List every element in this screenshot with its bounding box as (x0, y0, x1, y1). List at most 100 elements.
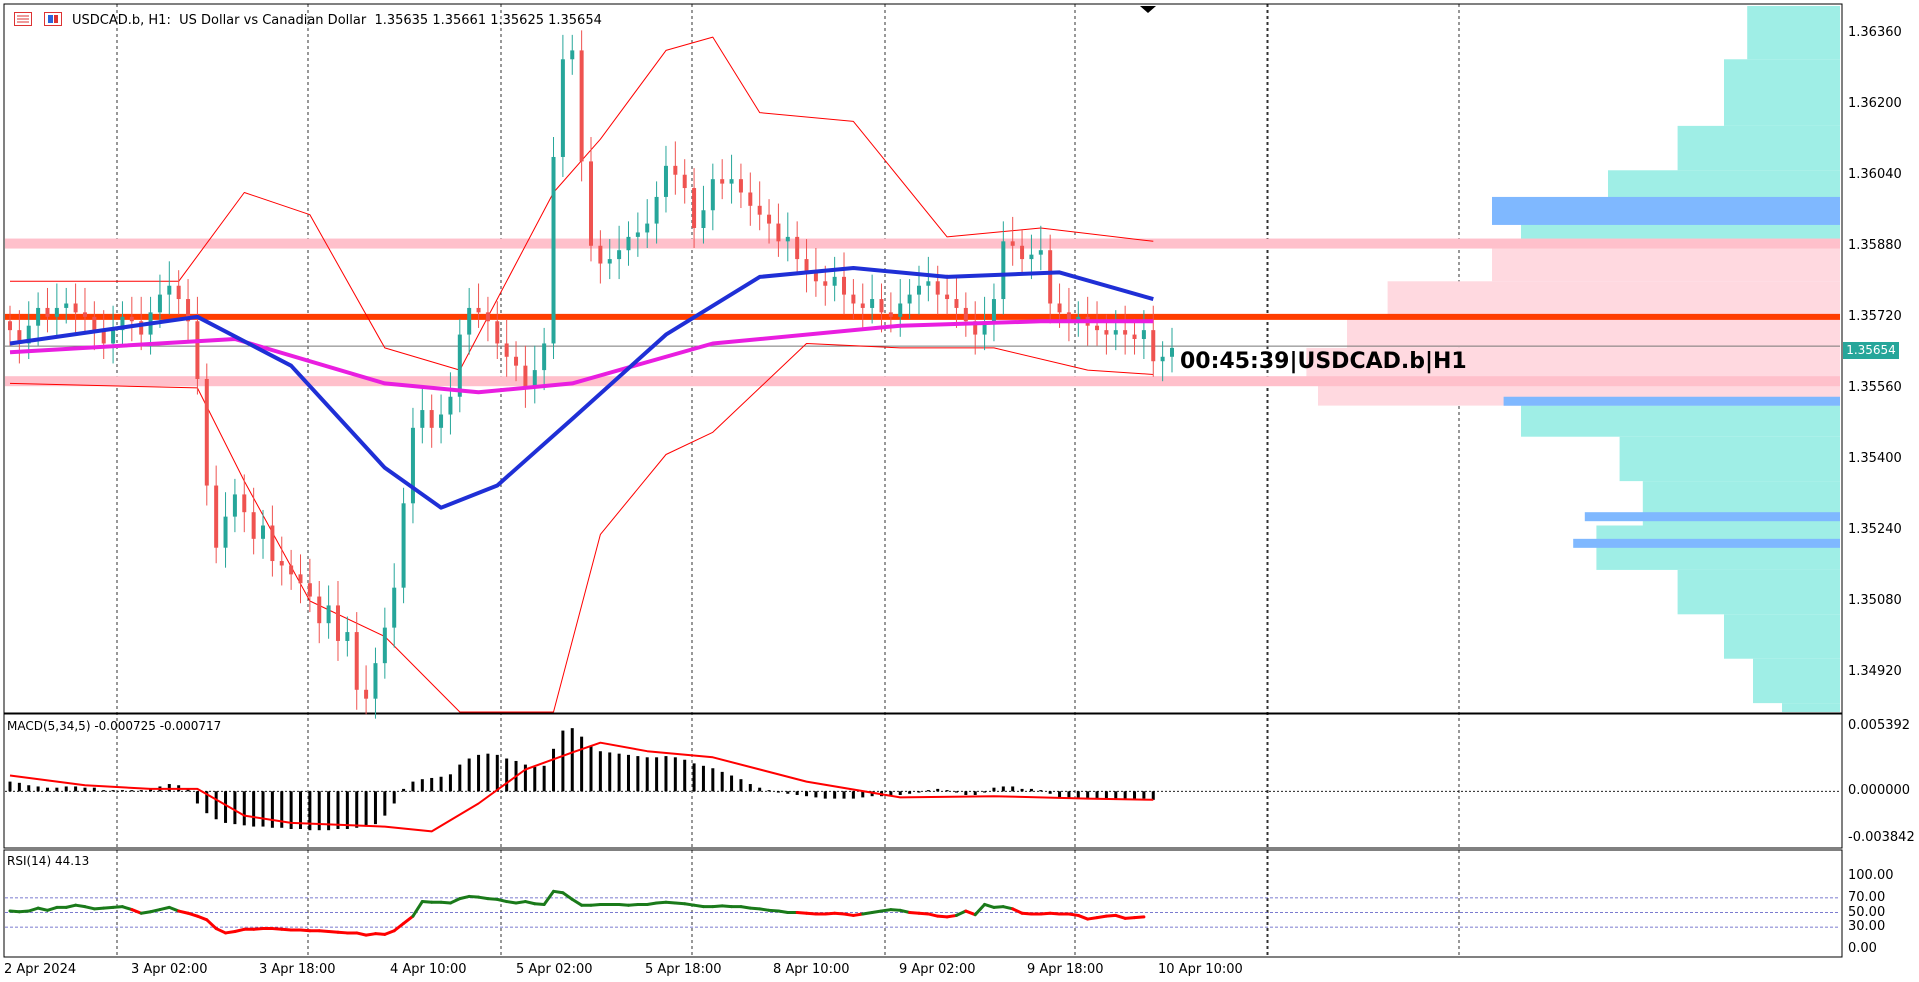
chart-list-icon[interactable] (14, 12, 32, 26)
candle-bear (1057, 303, 1062, 313)
candle-bull (570, 50, 575, 60)
macd-histogram-bar (1067, 791, 1071, 799)
rsi-segment (1123, 916, 1137, 920)
macd-histogram-bar (936, 788, 940, 792)
rsi-segment (926, 912, 940, 918)
candle-bull (439, 414, 444, 428)
x-tick-label: 9 Apr 18:00 (1027, 962, 1104, 977)
macd-histogram-bar (1058, 791, 1062, 798)
candle-bear (888, 312, 893, 317)
macd-tick-label: -0.003842 (1848, 830, 1915, 845)
rsi-segment (299, 928, 312, 933)
candle-bear (429, 410, 434, 428)
candle-bear (485, 312, 490, 322)
candle-bull (261, 525, 266, 539)
macd-histogram-bar (336, 791, 340, 829)
rsi-segment (495, 897, 509, 904)
rsi-segment (552, 889, 565, 895)
window-tile-icon[interactable] (44, 12, 62, 26)
rsi-tick-label: 100.00 (1848, 868, 1894, 883)
macd-signal-line (9, 741, 1154, 833)
rsi-segment (36, 906, 49, 912)
rsi-segment (683, 902, 696, 907)
rsi-segment (392, 921, 406, 933)
candle-bull (729, 179, 734, 184)
candle-bear (1066, 312, 1071, 322)
candle-bear (317, 596, 322, 624)
rsi-segment (439, 900, 452, 905)
macd-histogram-bar (92, 787, 96, 792)
rsi-segment (992, 905, 1005, 909)
candle-bear (963, 307, 968, 322)
x-tick-label: 10 Apr 10:00 (1158, 962, 1243, 977)
candle-bear (1020, 245, 1025, 260)
candle-bear (842, 276, 847, 295)
candle-bull (1029, 254, 1034, 260)
macd-histogram-bar (364, 791, 368, 827)
macd-histogram-bar (1076, 791, 1080, 799)
macd-histogram-bar (833, 791, 837, 799)
macd-histogram-bar (45, 787, 49, 792)
rsi-segment (945, 913, 958, 919)
rsi-segment (917, 911, 930, 916)
candle-bull (991, 299, 996, 322)
macd-histogram-bar (55, 787, 59, 792)
candle-bull (1141, 330, 1146, 340)
candle-bear (476, 307, 481, 313)
macd-histogram-bar (139, 790, 143, 792)
macd-pane-frame (3, 713, 1843, 849)
rsi-segment (964, 909, 977, 917)
candle-bear (354, 632, 359, 690)
candle-bull (392, 587, 397, 628)
candle-bear (860, 303, 865, 308)
macd-histogram-bar (908, 791, 912, 794)
candle-bull (607, 259, 612, 264)
rsi-tick-label: 30.00 (1848, 919, 1886, 935)
candle-bear (1151, 330, 1156, 362)
macd-histogram-bar (1104, 791, 1108, 799)
rsi-segment (589, 902, 602, 907)
candle-bear (738, 179, 743, 193)
volume-profile-bar (1677, 125, 1840, 171)
rsi-segment (45, 905, 59, 912)
macd-histogram-bar (270, 791, 274, 828)
macd-histogram-bar (233, 791, 237, 825)
macd-histogram-bar (861, 791, 865, 798)
rsi-segment (1048, 911, 1062, 916)
x-tick-label: 4 Apr 10:00 (390, 962, 467, 977)
rsi-segment (17, 909, 31, 914)
rsi-segment (655, 900, 668, 905)
rsi-segment (327, 929, 340, 934)
candle-bear (1095, 325, 1100, 331)
rsi-segment (383, 929, 396, 936)
rsi-segment (758, 907, 771, 912)
candle-bear (598, 245, 603, 264)
macd-histogram-bar (523, 764, 527, 792)
y-tick-label: 1.35720 (1848, 308, 1902, 324)
candle-bull (373, 663, 378, 699)
rsi-segment (561, 891, 574, 901)
macd-histogram-bar (926, 790, 930, 792)
candle-bear (8, 321, 12, 331)
candle-bull (626, 236, 631, 251)
rsi-segment (542, 889, 556, 906)
candle-bear (1132, 334, 1137, 340)
rsi-label: RSI(14) 44.13 (7, 854, 90, 868)
macd-histogram-bar (477, 754, 481, 792)
macd-histogram-bar (130, 790, 134, 792)
candle-bull (785, 236, 790, 242)
macd-histogram-bar (467, 758, 471, 792)
rsi-segment (205, 918, 218, 931)
rsi-segment (533, 902, 546, 906)
macd-histogram-bar (683, 759, 687, 792)
macd-tick-label: 0.005392 (1848, 717, 1911, 733)
macd-histogram-bar (224, 791, 228, 823)
candle-bear (776, 223, 781, 242)
x-tick-label: 9 Apr 02:00 (899, 962, 976, 977)
rsi-segment (111, 905, 124, 909)
volume-profile-bar (1521, 405, 1840, 437)
candle-bull (560, 59, 565, 157)
macd-histogram-bar (149, 788, 153, 792)
candle-bull (1076, 316, 1081, 322)
